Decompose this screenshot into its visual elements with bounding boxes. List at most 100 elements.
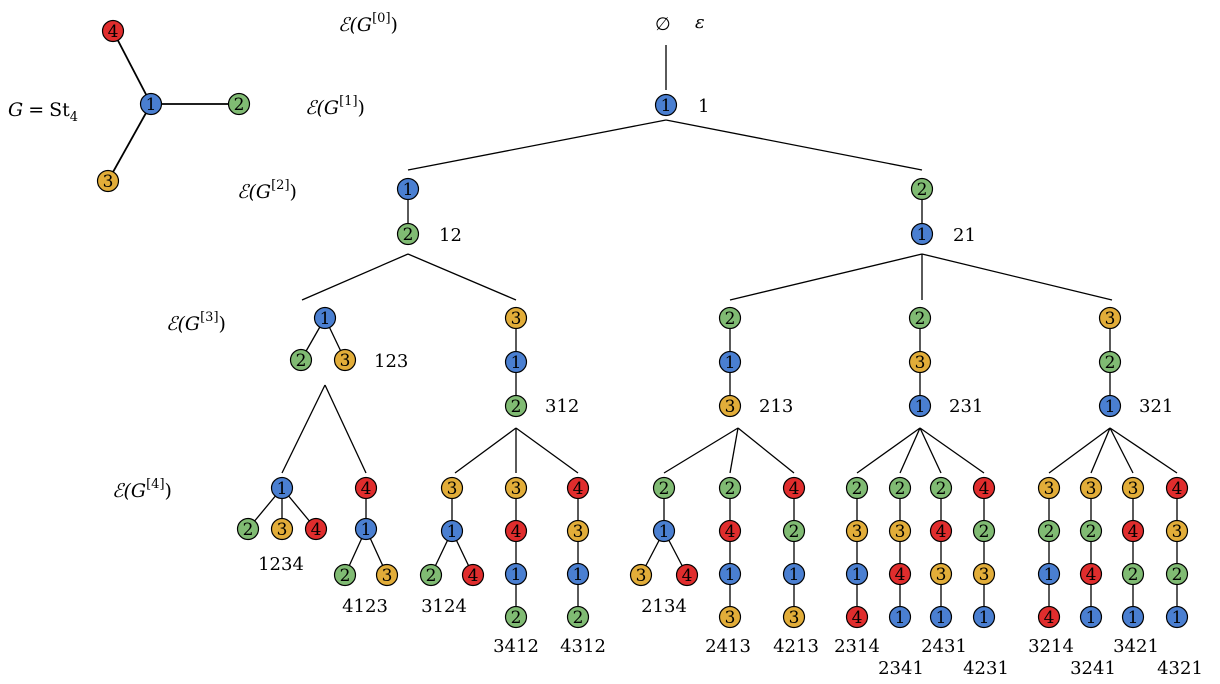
vertex-circle [1037,605,1061,629]
tree-213-vertex-2: 2 [718,306,742,330]
vertex-label: 1 [511,353,522,373]
vertex-circle [972,605,996,629]
tree-4123-vertex-4: 4 [354,476,378,500]
vertex-circle [718,562,742,586]
vertex-label: 2 [234,95,245,115]
vertex-circle [1165,476,1189,500]
vertex-label: 1 [511,565,522,585]
vertex-circle [718,306,742,330]
vertex-circle [908,306,932,330]
vertex-label: 2 [936,479,947,499]
tree-3421-vertex-3: 3 [1121,476,1145,500]
vertex-label: 2 [917,180,928,200]
tree-3124-vertex-1: 1 [440,519,464,543]
vertex-label: 3 [636,566,647,586]
tree-321-vertex-2: 2 [1098,350,1122,374]
vertex-label: 3 [1128,479,1139,499]
tree-4231-vertex-3: 3 [972,562,996,586]
connector-231 [856,427,921,474]
vertex-circle [354,517,378,541]
tree-3124-vertex-4: 4 [461,563,485,587]
vertex-label: 3 [1172,522,1183,542]
connector-123-1234 [281,384,326,474]
connector-12-123 [301,253,409,301]
tree-4123-vertex-3: 3 [375,563,399,587]
tree-3241-vertex-2: 2 [1079,519,1103,543]
vertex-circle [910,177,934,201]
vertex-label: 2 [915,309,926,329]
vertex-circle [782,562,806,586]
vertex-circle [396,177,420,201]
tree-1234-vertex-3: 3 [270,517,294,541]
tree-3421-vertex-1: 1 [1121,605,1145,629]
tree-312-vertex-3: 3 [504,306,528,330]
vertex-label: 4 [852,608,863,628]
vertex-circle [289,348,313,372]
vertex-label: 4 [1044,608,1055,628]
tree-2413-vertex-3: 3 [718,605,742,629]
tree-2431-vertex-2: 2 [929,476,953,500]
tree-2413-vertex-1: 1 [718,562,742,586]
vertex-label: 4 [789,479,800,499]
vertex-circle [929,605,953,629]
tree-4123-vertex-2: 2 [333,563,357,587]
tree-1-vertex-1: 1 [654,93,678,117]
level-label-0: ℰ(G[0]) [338,11,398,36]
tree-12-vertex-2: 2 [396,222,420,246]
vertex-label: 2 [725,309,736,329]
vertex-label: 1 [320,309,331,329]
vertex-circle [782,605,806,629]
vertex-label: 1 [725,353,736,373]
vertex-label: 2 [1105,353,1116,373]
vertex-circle [1121,562,1145,586]
vertex-label: 3 [340,351,351,371]
vertex-circle [1165,519,1189,543]
word-label-3124: 3124 [421,596,467,617]
level-label-4: ℰ(G[4]) [112,477,172,502]
vertex-label: 1 [895,608,906,628]
vertex-circle [888,562,912,586]
vertex-circle [845,562,869,586]
word-label-4312: 4312 [560,636,606,657]
vertex-circle [461,563,485,587]
star-vertex-1: 1 [139,92,163,116]
tree-2431-vertex-4: 4 [929,519,953,543]
vertex-label: 2 [852,479,863,499]
tree-312-vertex-2: 2 [504,394,528,418]
vertex-circle [782,519,806,543]
vertex-circle [1098,350,1122,374]
vertex-label: 2 [1128,565,1139,585]
vertex-label: 4 [895,565,906,585]
vertex-circle [504,394,528,418]
vertex-circle [504,562,528,586]
connector-312 [454,427,517,474]
vertex-label: 4 [1086,565,1097,585]
vertex-label: 1 [1105,397,1116,417]
tree-231-vertex-3: 3 [908,350,932,374]
vertex-label: 1 [659,522,670,542]
word-label-1234: 1234 [258,554,304,575]
vertex-label: 4 [361,479,372,499]
tree-2341-vertex-1: 1 [888,605,912,629]
star-edge [107,103,152,182]
tree-3241-vertex-4: 4 [1079,562,1103,586]
vertex-label: 3 [1086,479,1097,499]
word-label-2134: 2134 [641,596,687,617]
connector-123-4123 [324,384,367,474]
word-label-2341: 2341 [878,658,924,679]
connector-321 [1048,427,1111,474]
vertex-label: 1 [146,95,157,115]
vertex-circle [396,222,420,246]
tree-2413-vertex-4: 4 [718,519,742,543]
tree-4213-vertex-4: 4 [782,476,806,500]
vertex-label: 1 [917,225,928,245]
vertex-label: 2 [573,608,584,628]
vertex-label: 4 [725,522,736,542]
tree-4312-vertex-3: 3 [566,519,590,543]
word-label-2413: 2413 [705,636,751,657]
star-vertex-3: 3 [96,169,120,193]
tree-4213-vertex-2: 2 [782,519,806,543]
level-labels: ℰ(G[0]) ℰ(G[1]) ℰ(G[2]) ℰ(G[3]) ℰ(G[4]) [112,11,398,502]
